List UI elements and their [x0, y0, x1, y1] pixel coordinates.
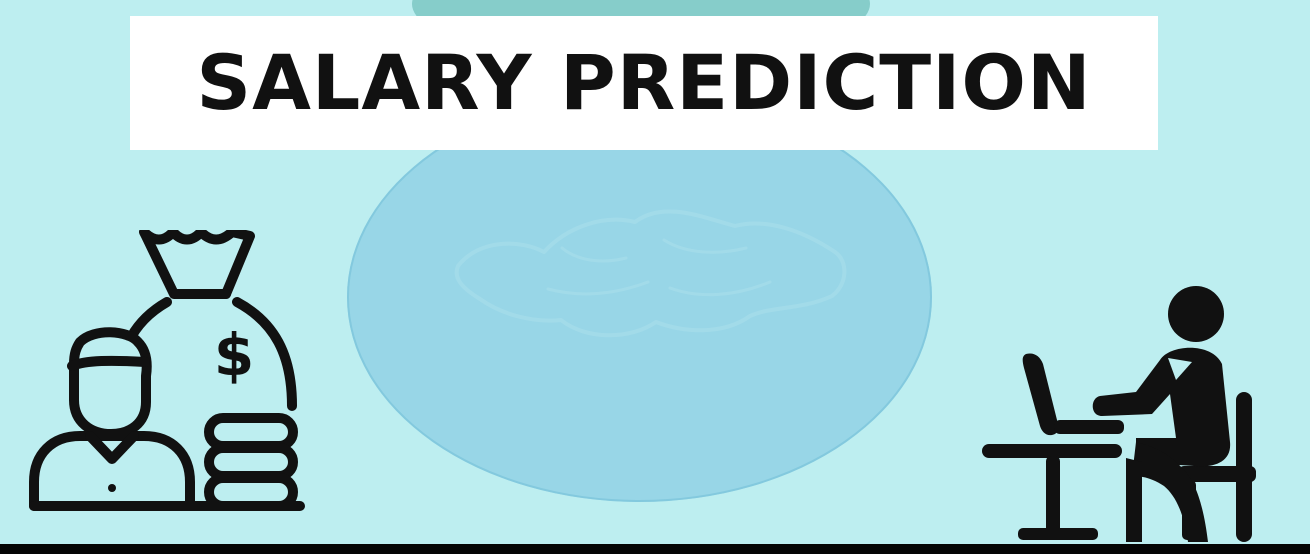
- person-icon: [29, 327, 305, 511]
- laptop-icon: [1022, 353, 1124, 436]
- bottom-border: [0, 544, 1310, 554]
- dollar-sign: $: [214, 321, 254, 389]
- title-box: SALARY PREDICTION: [130, 16, 1158, 150]
- desk-icon: [982, 444, 1122, 540]
- person-at-laptop-icon: [1092, 286, 1231, 542]
- person-at-laptop-illustration: [982, 286, 1256, 542]
- background-circle: [347, 92, 932, 502]
- coins-stack-icon: [204, 413, 298, 511]
- faded-map-decoration: [454, 209, 847, 338]
- page-title: SALARY PREDICTION: [196, 38, 1092, 127]
- salary-money-illustration: $: [29, 230, 305, 511]
